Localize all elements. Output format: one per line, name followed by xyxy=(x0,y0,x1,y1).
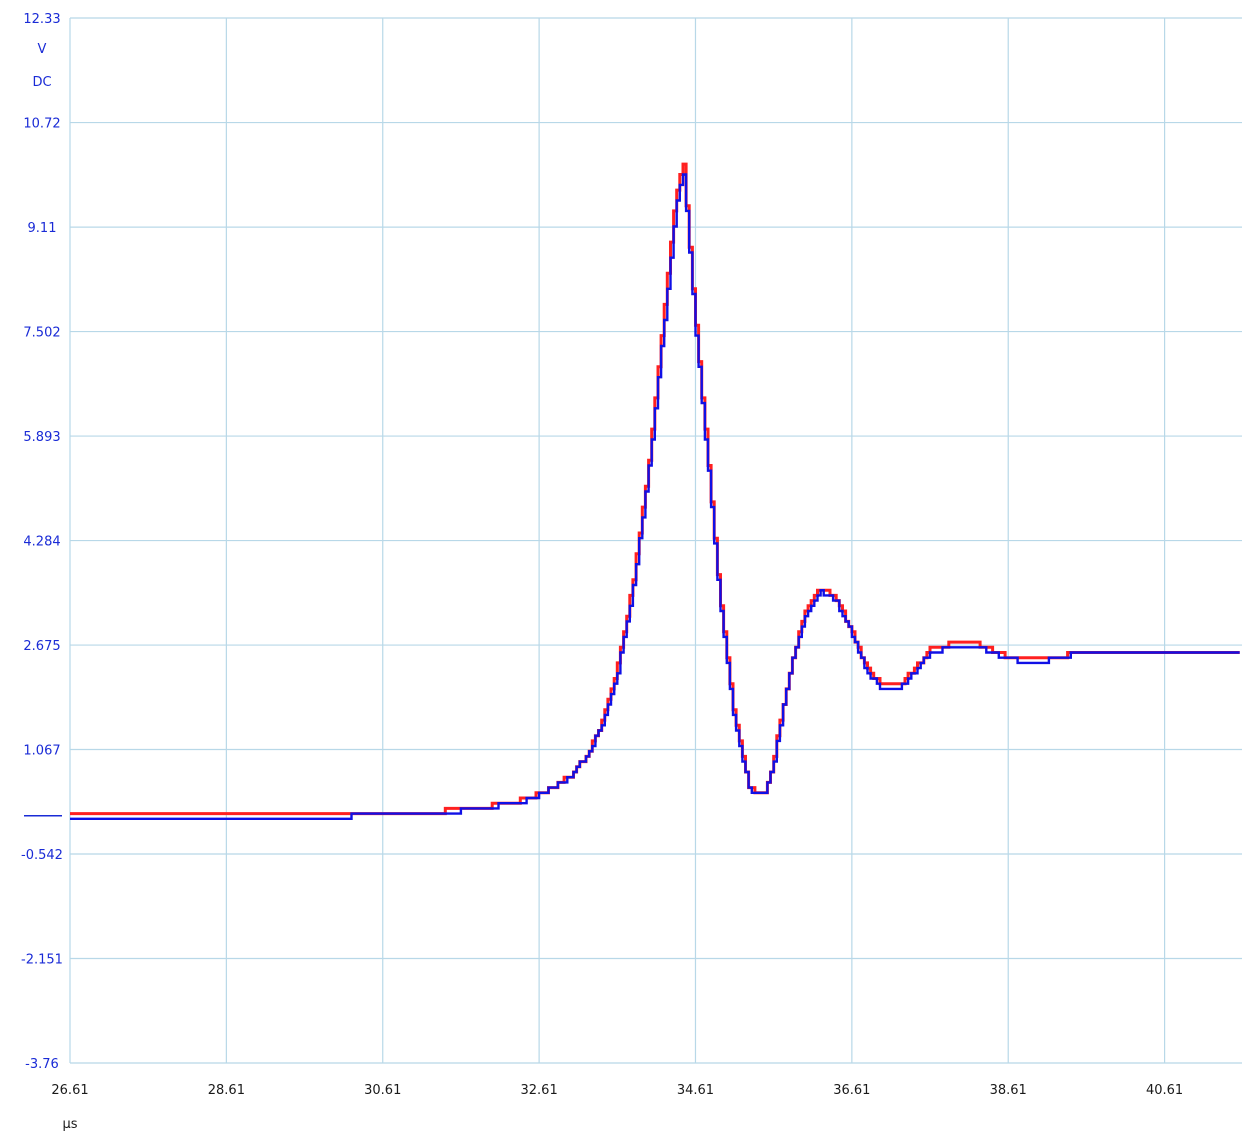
waveform-layer xyxy=(70,162,1240,820)
y-tick-label: 1.067 xyxy=(23,744,60,759)
x-tick-label: 30.61 xyxy=(364,1083,401,1098)
y-tick-label: -3.76 xyxy=(25,1057,59,1072)
y-tick-label: -2.151 xyxy=(21,953,63,968)
x-tick-label: 32.61 xyxy=(521,1083,558,1098)
y-tick-label: 4.284 xyxy=(23,535,60,550)
grid xyxy=(69,17,1242,1064)
x-tick-label: 34.61 xyxy=(677,1083,714,1098)
y-tick-label: 9.11 xyxy=(28,221,57,236)
y-tick-label: 7.502 xyxy=(23,326,60,341)
y-tick-label: 5.893 xyxy=(23,430,60,445)
x-tick-label: 26.61 xyxy=(51,1083,88,1098)
x-unit-label: µs xyxy=(62,1117,77,1132)
y-tick-label: 10.72 xyxy=(23,117,60,132)
y-unit-label: V xyxy=(38,42,47,57)
y-tick-label: 2.675 xyxy=(23,639,60,654)
x-tick-label: 38.61 xyxy=(990,1083,1027,1098)
axis-labels: V DC µs 12.33 10.72 9.11 7.502 5.893 4.284 2.6… xyxy=(21,12,1183,1132)
x-tick-label: 28.61 xyxy=(208,1083,245,1098)
waveform-blue xyxy=(70,173,1240,820)
x-tick-label: 36.61 xyxy=(833,1083,870,1098)
y-tick-label: 12.33 xyxy=(23,12,60,27)
waveform-red xyxy=(70,162,1240,816)
x-tick-label: 40.61 xyxy=(1146,1083,1183,1098)
y-tick-label: -0.542 xyxy=(21,848,63,863)
coupling-label: DC xyxy=(32,75,51,90)
